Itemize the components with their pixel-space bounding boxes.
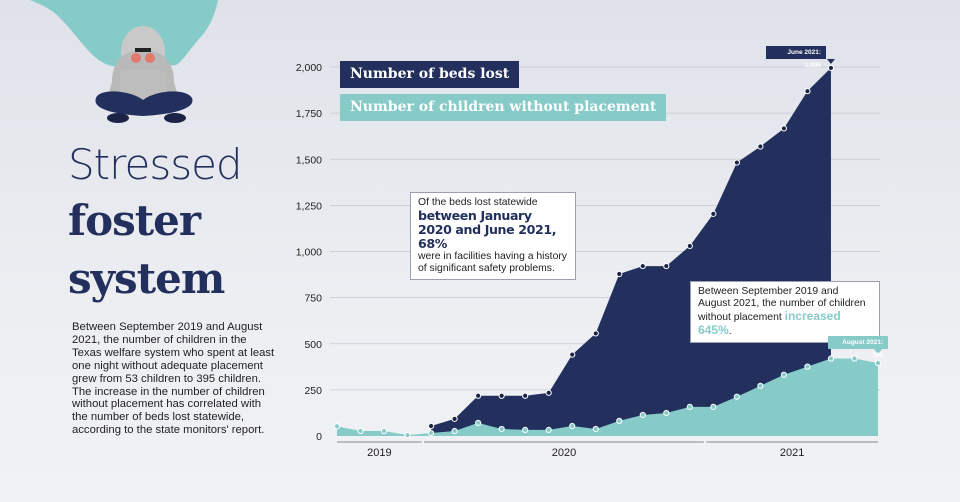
beds-lost-point [827,64,835,72]
children-point [804,363,811,370]
y-tick-label: 1,250 [296,200,322,212]
title-line-2: foster [68,196,201,245]
y-tick-label: 250 [304,385,322,397]
annotation-beds-post: were in facilities having a history of s… [418,251,568,274]
title-line-1: Stressed [68,140,243,189]
beds-lost-point [804,88,811,95]
y-tick-label: 2,000 [296,62,322,74]
children-point [427,429,435,437]
y-axis: 0 250 500 750 1,000 1,250 1,500 1,750 2,000 [296,62,322,443]
beds-lost-point [733,159,740,166]
annotation-children-post: . [728,326,732,337]
children-point [851,355,858,362]
beds-lost-point [451,415,458,422]
y-tick-label: 500 [304,339,322,351]
beds-lost-point [475,392,482,399]
children-point [874,360,882,367]
children-point [827,355,835,362]
title-line-3: system [68,254,225,303]
children-point [404,431,411,439]
children-area [337,358,878,436]
beds-lost-point [569,351,576,358]
beds-lost-point [616,270,623,278]
children-point [357,427,364,435]
annotation-beds: Of the beds lost statewide between Janua… [410,192,576,280]
beds-lost-point [710,210,717,217]
children-point [733,393,740,400]
data-points [333,64,882,439]
annotation-children-pre: Between September 2019 and August 2021, … [698,286,866,323]
children-point [663,409,670,417]
legend-children-without-placement: Number of children without placement [340,94,667,121]
children-point [333,423,341,430]
beds-lost-point [427,422,435,430]
beds-lost-point [780,125,788,132]
y-tick-label: 750 [304,293,322,305]
beds-lost-point [498,392,505,399]
plot-areas [337,67,878,437]
stressed-person-illustration [30,0,218,123]
annotation-children-highlight: increased 645% [698,309,841,337]
beds-lost-point [639,262,646,270]
annotation-beds-highlight: between January 2020 and June 2021, 68% [418,208,557,251]
children-point [569,422,576,430]
children-point [545,426,552,434]
beds-lost-point [522,392,529,399]
x-year-label: 2020 [552,447,576,459]
children-point [780,371,788,378]
x-axis: 2019 2020 2021 [337,59,882,459]
beds-lost-point [545,389,552,396]
children-point [451,427,458,435]
y-tick-label: 1,750 [296,108,322,120]
beds-lost-point [757,143,764,150]
beds-lost-area [431,67,831,437]
y-tick-label: 0 [316,431,322,443]
annotation-children: Between September 2019 and August 2021, … [690,281,880,343]
body-text: Between September 2019 and August 2021, … [72,321,275,437]
beds-lost-point [686,242,693,250]
x-year-label: 2021 [780,447,804,459]
y-tick-label: 1,500 [296,154,322,166]
children-point [475,419,482,427]
children-point [686,403,693,410]
callout-pointer [874,349,882,354]
y-tick-label: 1,000 [296,247,322,259]
children-point [498,425,505,433]
beds-lost-point [592,330,599,337]
children-point [757,382,764,389]
annotation-beds-pre: Of the beds lost statewide [418,197,538,208]
children-point [639,411,646,419]
children-point [592,425,599,433]
legend-beds-lost: Number of beds lost [340,61,520,88]
children-point [710,403,717,410]
callout-children-last: August 2021: 395 [828,336,888,359]
callout-beds-peak: June 2021: 1,995 [766,46,826,69]
callout-pointer [826,59,835,64]
children-point [616,417,623,424]
beds-lost-point [663,262,670,270]
x-year-label: 2019 [367,447,391,459]
children-point [522,426,529,434]
children-point [380,427,388,435]
